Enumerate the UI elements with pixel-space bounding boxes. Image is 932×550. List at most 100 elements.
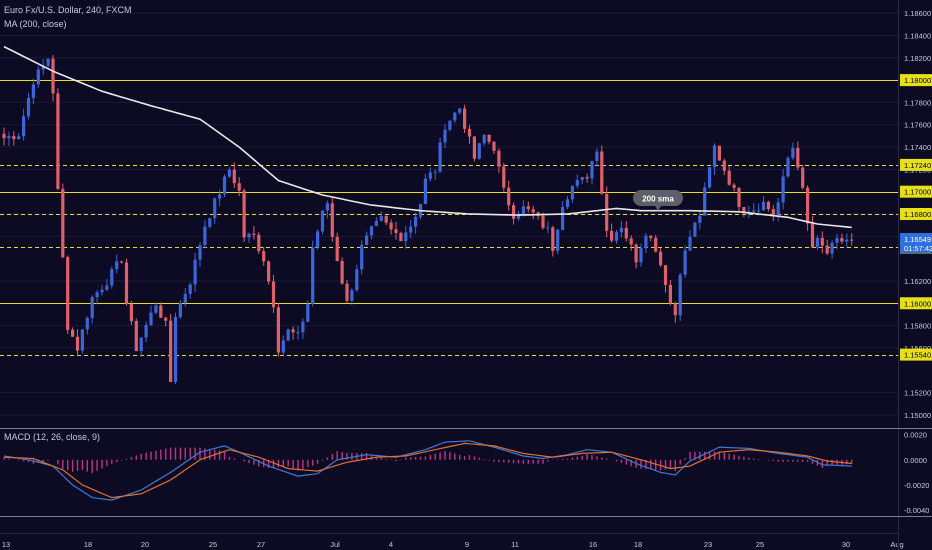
candle-body [703, 187, 707, 216]
candle-body [708, 167, 712, 188]
ma-200-line [3, 45, 852, 229]
candle-body [634, 244, 638, 263]
time-tick-label: 9 [465, 540, 469, 549]
price-tick-label: 1.15000 [904, 411, 931, 420]
macd-tick-label: 0.0000 [904, 456, 927, 465]
candle-body [806, 187, 810, 224]
price-tick-label: 1.18400 [904, 31, 931, 40]
candle-body [31, 84, 35, 98]
candle-body [120, 261, 124, 263]
candle-body [556, 229, 560, 251]
candle-body [374, 220, 378, 227]
candle-body [492, 141, 496, 151]
candle-body [423, 178, 427, 204]
candle-body [66, 257, 70, 330]
candle-body [477, 143, 481, 159]
annotation-bubble: 200 sma [633, 190, 683, 211]
candle-body [46, 58, 50, 66]
candle-body [365, 235, 369, 245]
candle-body [193, 259, 197, 285]
price-tick-label: 1.17400 [904, 143, 931, 152]
candle-body [56, 93, 60, 189]
price-tick-label: 1.15200 [904, 389, 931, 398]
candle-body [659, 251, 663, 266]
time-tick-label: 18 [634, 540, 642, 549]
candle-body [350, 290, 354, 301]
price-tick-label: 1.15600 [904, 344, 931, 353]
candle-body [727, 170, 731, 185]
signal-line [3, 442, 852, 499]
time-tick-label: Aug [890, 540, 903, 549]
candle-body [183, 293, 187, 303]
candle-body [61, 188, 65, 258]
candle-body [296, 332, 300, 334]
time-tick-label: Jul [330, 540, 340, 549]
candle-body [565, 199, 570, 208]
candle-body [164, 317, 168, 321]
macd-axis[interactable]: 0.0020 0.0000 -0.0020 -0.0040 [904, 431, 929, 516]
candle-body [796, 147, 800, 168]
time-tick-label: 13 [2, 540, 10, 549]
candle-body [12, 136, 16, 140]
candle-body [335, 236, 339, 262]
candle-body [139, 337, 143, 352]
macd-indicator-label[interactable]: MACD (12, 26, close, 9) [4, 432, 101, 442]
candle-body [502, 166, 506, 188]
macd-line [3, 440, 852, 501]
level-price-tag [900, 208, 932, 220]
candle-body [610, 230, 614, 241]
candle-body [355, 269, 359, 291]
level-price-tag-label: 1.18000 [904, 76, 931, 85]
ma-indicator-label[interactable]: MA (200, close) [4, 19, 67, 29]
candle-body [482, 135, 486, 144]
candle-body [345, 283, 349, 301]
candle-body [531, 209, 535, 213]
candle-body [379, 215, 383, 221]
candle-body [585, 177, 589, 179]
macd-pane [3, 440, 853, 501]
macd-tick-label: -0.0020 [904, 481, 929, 490]
candle-body [306, 303, 310, 322]
candle-body [311, 247, 315, 304]
candle-body [178, 302, 182, 318]
time-tick-label: 4 [389, 540, 393, 549]
price-axis[interactable]: 1.18600 1.18400 1.18200 1.17800 1.17600 1.174… [900, 9, 932, 420]
time-axis[interactable]: 13 18 20 25 27 Jul 4 9 11 16 18 23 25 30 Aug [2, 540, 904, 549]
candle-body [654, 237, 658, 252]
candle-body [252, 233, 256, 235]
candle-body [115, 261, 119, 270]
candle-body [771, 209, 775, 216]
time-tick-label: 20 [141, 540, 149, 549]
level-price-tag-label: 1.16000 [904, 299, 931, 308]
time-tick-label: 23 [704, 540, 712, 549]
candle-body [316, 231, 320, 248]
candle-body [776, 202, 780, 216]
candle-body [169, 320, 173, 382]
candle-body [722, 160, 726, 171]
candle-body [227, 169, 231, 177]
candle-body [742, 207, 746, 213]
candle-body [561, 207, 565, 230]
candle-body [404, 232, 408, 242]
candle-body [551, 227, 555, 251]
level-price-tag-label: 1.16800 [904, 210, 931, 219]
candle-body [678, 274, 682, 316]
candle-body [673, 303, 677, 316]
candle-body [90, 297, 94, 318]
price-tick-label: 1.17800 [904, 98, 931, 107]
candle-body [51, 58, 55, 94]
candle-body [786, 157, 790, 177]
candle-body [262, 251, 266, 262]
candle-body [188, 284, 192, 294]
symbol-title[interactable]: Euro Fx/U.S. Dollar, 240, FXCM [4, 5, 132, 15]
candle-body [472, 136, 476, 159]
candle-body [394, 229, 398, 233]
candle-body [384, 215, 388, 223]
level-price-tag-label: 1.17240 [904, 161, 931, 170]
candle-body [360, 244, 364, 270]
candle-body [198, 245, 202, 260]
candle-body [208, 218, 212, 227]
candle-body [2, 133, 6, 139]
